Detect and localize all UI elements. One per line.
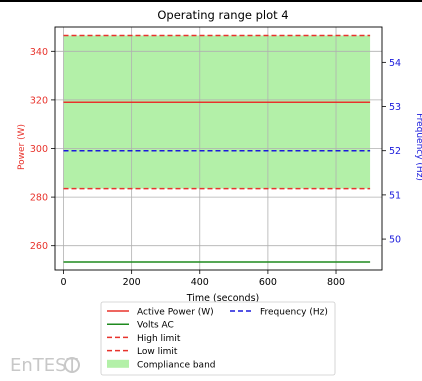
y-left-tick-label: 340 bbox=[30, 47, 48, 58]
legend-label: Active Power (W) bbox=[137, 308, 214, 318]
x-tick-label: 400 bbox=[191, 277, 209, 288]
y-left-tick-label: 260 bbox=[30, 241, 48, 252]
legend-label: High limit bbox=[137, 334, 181, 344]
y-axis-left-label: Power (W) bbox=[17, 124, 27, 170]
y-right-tick-label: 53 bbox=[389, 102, 401, 113]
y-left-tick-label: 320 bbox=[30, 95, 48, 106]
compliance-band bbox=[63, 35, 371, 189]
y-right-tick-label: 52 bbox=[389, 146, 401, 157]
x-axis-label: Time (seconds) bbox=[186, 293, 260, 304]
x-tick-label: 800 bbox=[327, 277, 345, 288]
y-left-tick-label: 280 bbox=[30, 193, 48, 204]
legend-label: Volts AC bbox=[137, 321, 174, 331]
plot-layer: 0 200 400 600 800 260 280 300 320 340 50 51 52 53 54 bbox=[30, 26, 401, 288]
legend-swatch-band bbox=[107, 359, 129, 368]
x-tick-label: 0 bbox=[60, 277, 66, 288]
watermark-check-icon bbox=[64, 357, 80, 373]
y-right-tick-label: 50 bbox=[389, 235, 401, 246]
chart-title: Operating range plot 4 bbox=[157, 8, 288, 22]
legend-label: Low limit bbox=[137, 347, 178, 357]
legend-box bbox=[100, 301, 336, 376]
legend-label: Compliance band bbox=[137, 360, 215, 370]
y-right-tick-label: 51 bbox=[389, 190, 401, 201]
x-tick-label: 600 bbox=[259, 277, 277, 288]
y-left-tick-label: 300 bbox=[30, 144, 48, 155]
entest-watermark: EnTEST bbox=[10, 355, 80, 376]
legend-label: Frequency (Hz) bbox=[260, 308, 328, 318]
watermark-text: EnTEST bbox=[10, 355, 79, 376]
x-tick-label: 200 bbox=[123, 277, 141, 288]
y-right-tick-label: 54 bbox=[389, 58, 401, 69]
legend: Active Power (W) Volts AC High limit Low li… bbox=[100, 301, 336, 376]
top-rule bbox=[0, 0, 422, 2]
y-axis-right-label: Frequency (Hz) bbox=[414, 113, 422, 181]
